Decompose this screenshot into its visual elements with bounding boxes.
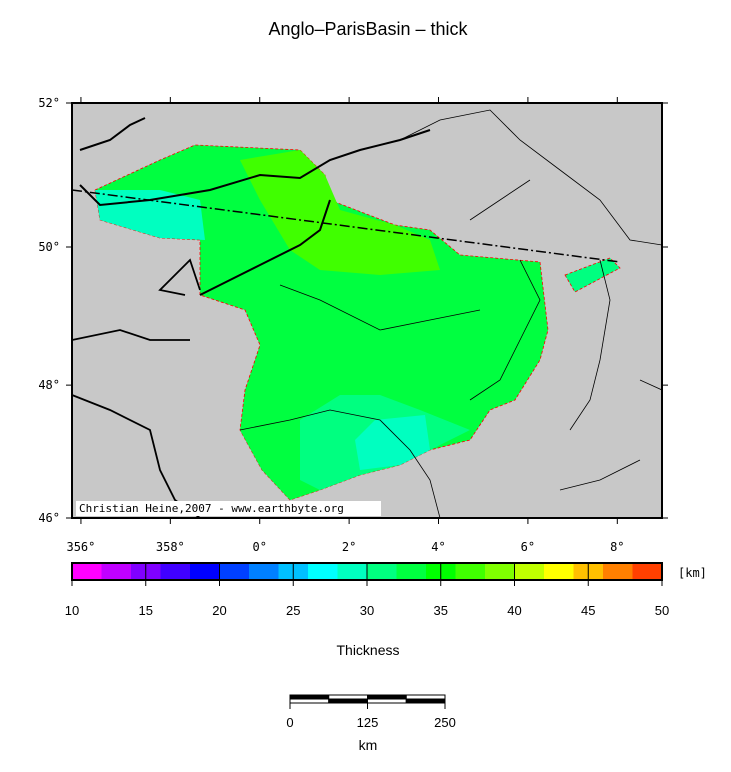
- scalebar-label: 250: [434, 715, 456, 730]
- scalebar-segment: [405, 694, 446, 700]
- colorbar-tick-label: 40: [507, 603, 521, 618]
- colorbar-swatch: [190, 563, 220, 580]
- scalebar-segment: [367, 698, 407, 704]
- lat-label: 46°: [38, 511, 60, 525]
- colorbar-tick-label: 15: [139, 603, 153, 618]
- lon-label: 6°: [521, 540, 535, 554]
- lon-label: 358°: [156, 540, 185, 554]
- scalebar-label: 125: [357, 715, 379, 730]
- thick-region: [240, 150, 440, 275]
- scalebar-label: 0: [286, 715, 293, 730]
- colorbar-tick-label: 50: [655, 603, 669, 618]
- scalebar-segment: [405, 698, 446, 704]
- colorbar-tick-label: 20: [212, 603, 226, 618]
- colorbar-swatch: [72, 563, 102, 580]
- credit-box: [76, 501, 381, 516]
- colorbar-swatch: [455, 563, 486, 580]
- lon-label: 4°: [431, 540, 445, 554]
- scalebar-unit: km: [359, 737, 378, 753]
- colorbar-label: Thickness: [336, 642, 399, 658]
- scalebar-segment: [328, 694, 368, 700]
- map-area: Christian Heine,2007 - www.earthbyte.org: [72, 103, 662, 518]
- lat-label: 50°: [38, 240, 60, 254]
- credit: Christian Heine,2007 - www.earthbyte.org: [79, 502, 344, 515]
- colorbar-swatch: [544, 563, 574, 580]
- region: [355, 415, 430, 470]
- lat-label: 52°: [38, 96, 60, 110]
- lon-label: 0°: [253, 540, 267, 554]
- colorbar-swatch: [249, 563, 279, 580]
- title: Anglo–ParisBasin – thick: [268, 19, 468, 39]
- scalebar-segment: [328, 698, 368, 704]
- colorbar-swatch: [367, 563, 397, 580]
- lon-label: 8°: [610, 540, 624, 554]
- colorbar-swatch: [160, 563, 191, 580]
- region: [564, 257, 621, 293]
- coastline: [79, 117, 431, 296]
- colorbar-tick-label: 45: [581, 603, 595, 618]
- colorbar-swatch: [308, 563, 338, 580]
- colorbar-swatch: [632, 563, 663, 580]
- colorbar-swatch: [396, 563, 427, 580]
- colorbar-tick-label: 35: [434, 603, 448, 618]
- scalebar-segment: [289, 694, 330, 700]
- colorbar-swatch: [337, 563, 368, 580]
- colorbar-swatch: [603, 563, 633, 580]
- colorbar-tick-label: 10: [65, 603, 79, 618]
- colorbar-swatch: [514, 563, 545, 580]
- colorbar-swatch: [101, 563, 132, 580]
- profile-line: [72, 189, 621, 263]
- colorbar-unit: [km]: [678, 566, 707, 580]
- border: [239, 109, 662, 518]
- lon-label: 2°: [342, 540, 356, 554]
- colorbar-tick-label: 25: [286, 603, 300, 618]
- scalebar-segment: [367, 694, 407, 700]
- lon-label: 356°: [66, 540, 95, 554]
- lat-label: 48°: [38, 378, 60, 392]
- map-frame: [71, 102, 663, 519]
- colorbar-tick-label: 30: [360, 603, 374, 618]
- scalebar-segment: [289, 698, 330, 704]
- colorbar-swatch: [219, 563, 250, 580]
- colorbar-swatch: [485, 563, 515, 580]
